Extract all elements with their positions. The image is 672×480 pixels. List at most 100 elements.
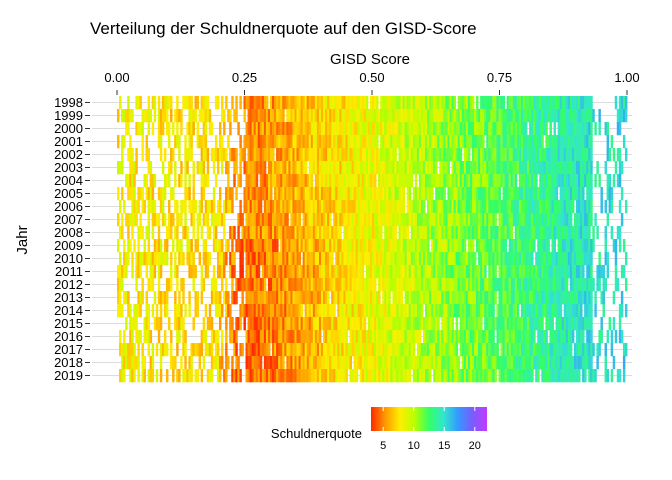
heatmap-cell [502,304,505,318]
heatmap-cell [396,291,399,305]
heatmap-cell [602,278,605,292]
heatmap-cell [180,161,183,175]
heatmap-cell [545,265,548,279]
heatmap-cell [514,317,518,331]
heatmap-cell [620,304,624,318]
heatmap-cell [376,96,379,110]
heatmap-cell [276,135,279,149]
heatmap-cell [323,252,326,266]
heatmap-cell [569,200,573,214]
heatmap-cell [257,330,261,344]
heatmap-cell [437,148,440,162]
heatmap-cell [610,369,614,383]
heatmap-cell [474,330,477,344]
heatmap-cell [563,200,567,214]
heatmap-cell [594,213,597,227]
heatmap-cell [463,174,467,188]
heatmap-cell [563,213,567,227]
heatmap-cell [141,369,144,383]
heatmap-cell [159,187,163,201]
heatmap-cell [406,369,410,383]
heatmap-cell [247,369,250,383]
heatmap-cell [170,109,173,123]
heatmap-cell [490,213,493,227]
heatmap-cell [482,330,485,344]
heatmap-cell [416,161,420,175]
heatmap-cell [151,252,155,266]
heatmap-cell [204,265,208,279]
heatmap-cell [525,226,528,240]
heatmap-cell [380,330,383,344]
heatmap-cell [482,187,485,201]
heatmap-cell [245,174,248,188]
heatmap-cell [314,96,318,110]
heatmap-cell [182,291,185,305]
heatmap-cell [294,369,297,383]
heatmap-cell [547,174,550,188]
heatmap-cell [416,135,420,149]
heatmap-cell [520,161,524,175]
heatmap-cell [278,122,281,136]
heatmap-cell [245,213,248,227]
heatmap-cell [518,122,522,136]
heatmap-cell [394,148,397,162]
heatmap-cell [267,213,271,227]
heatmap-cell [247,174,250,188]
heatmap-cell [235,369,238,383]
heatmap-cell [165,304,169,318]
heatmap-cell [357,109,361,123]
heatmap-cell [137,96,140,110]
heatmap-cell [359,148,363,162]
heatmap-cell [272,213,275,227]
heatmap-cell [121,148,124,162]
heatmap-cell [359,343,363,357]
heatmap-cell [329,109,332,123]
heatmap-cell [200,226,204,240]
heatmap-cell [210,343,214,357]
heatmap-cell [386,109,389,123]
heatmap-cell [349,213,352,227]
heatmap-cell [382,109,385,123]
heatmap-cell [551,109,554,123]
heatmap-cell [586,265,589,279]
heatmap-cell [612,239,616,253]
heatmap-cell [463,239,467,253]
heatmap-cell [474,304,477,318]
heatmap-cell [612,356,616,370]
heatmap-cell [525,135,528,149]
heatmap-cell [153,174,157,188]
heatmap-cell [192,252,195,266]
heatmap-cell [600,200,603,214]
heatmap-cell [365,252,369,266]
heatmap-cell [535,174,538,188]
heatmap-cell [310,317,314,331]
heatmap-cell [547,278,550,292]
heatmap-cell [418,148,422,162]
heatmap-cell [270,239,273,253]
heatmap-cell [345,265,348,279]
heatmap-cell [514,226,518,240]
heatmap-cell [310,96,314,110]
heatmap-cell [216,161,220,175]
heatmap-cell [439,187,442,201]
heatmap-cell [535,135,538,149]
heatmap-cell [180,200,183,214]
heatmap-cell [469,317,473,331]
heatmap-cell [508,109,512,123]
heatmap-cell [531,174,534,188]
heatmap-cell [123,239,126,253]
heatmap-cell [512,200,516,214]
heatmap-cell [300,187,304,201]
heatmap-cell [335,135,338,149]
heatmap-cell [565,239,569,253]
heatmap-cell [341,239,344,253]
heatmap-cell [445,148,448,162]
heatmap-cell [535,122,538,136]
heatmap-cell [439,265,442,279]
heatmap-cell [620,109,624,123]
heatmap-cell [516,317,520,331]
heatmap-cell [223,109,226,123]
heatmap-cell [316,265,320,279]
heatmap-cell [414,96,418,110]
heatmap-cell [168,317,171,331]
